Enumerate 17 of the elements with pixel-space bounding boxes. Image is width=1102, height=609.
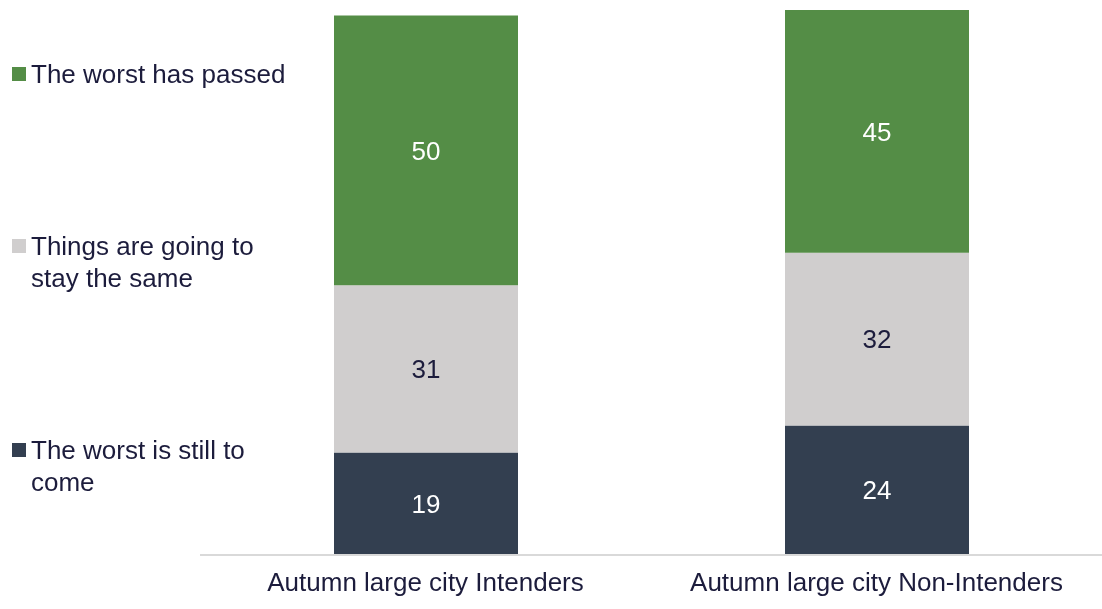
legend-label: The worst has passed	[31, 58, 286, 90]
data-label: 24	[862, 475, 892, 506]
legend-label: Things are going to stay the same	[31, 230, 255, 294]
x-tick-label: Autumn large city Non-Intenders	[690, 567, 1063, 598]
x-tick-label: Autumn large city Intenders	[267, 567, 584, 598]
bar	[334, 285, 518, 453]
data-label: 19	[411, 488, 441, 519]
data-label: 50	[411, 135, 441, 166]
bar	[785, 252, 969, 426]
data-label: 45	[862, 116, 892, 147]
bar	[334, 15, 518, 286]
data-label: 32	[862, 324, 892, 355]
bar	[785, 10, 969, 253]
legend-label: The worst is still to come	[31, 434, 246, 498]
bar	[334, 452, 518, 555]
bar	[785, 425, 969, 555]
data-label: 31	[411, 354, 441, 385]
